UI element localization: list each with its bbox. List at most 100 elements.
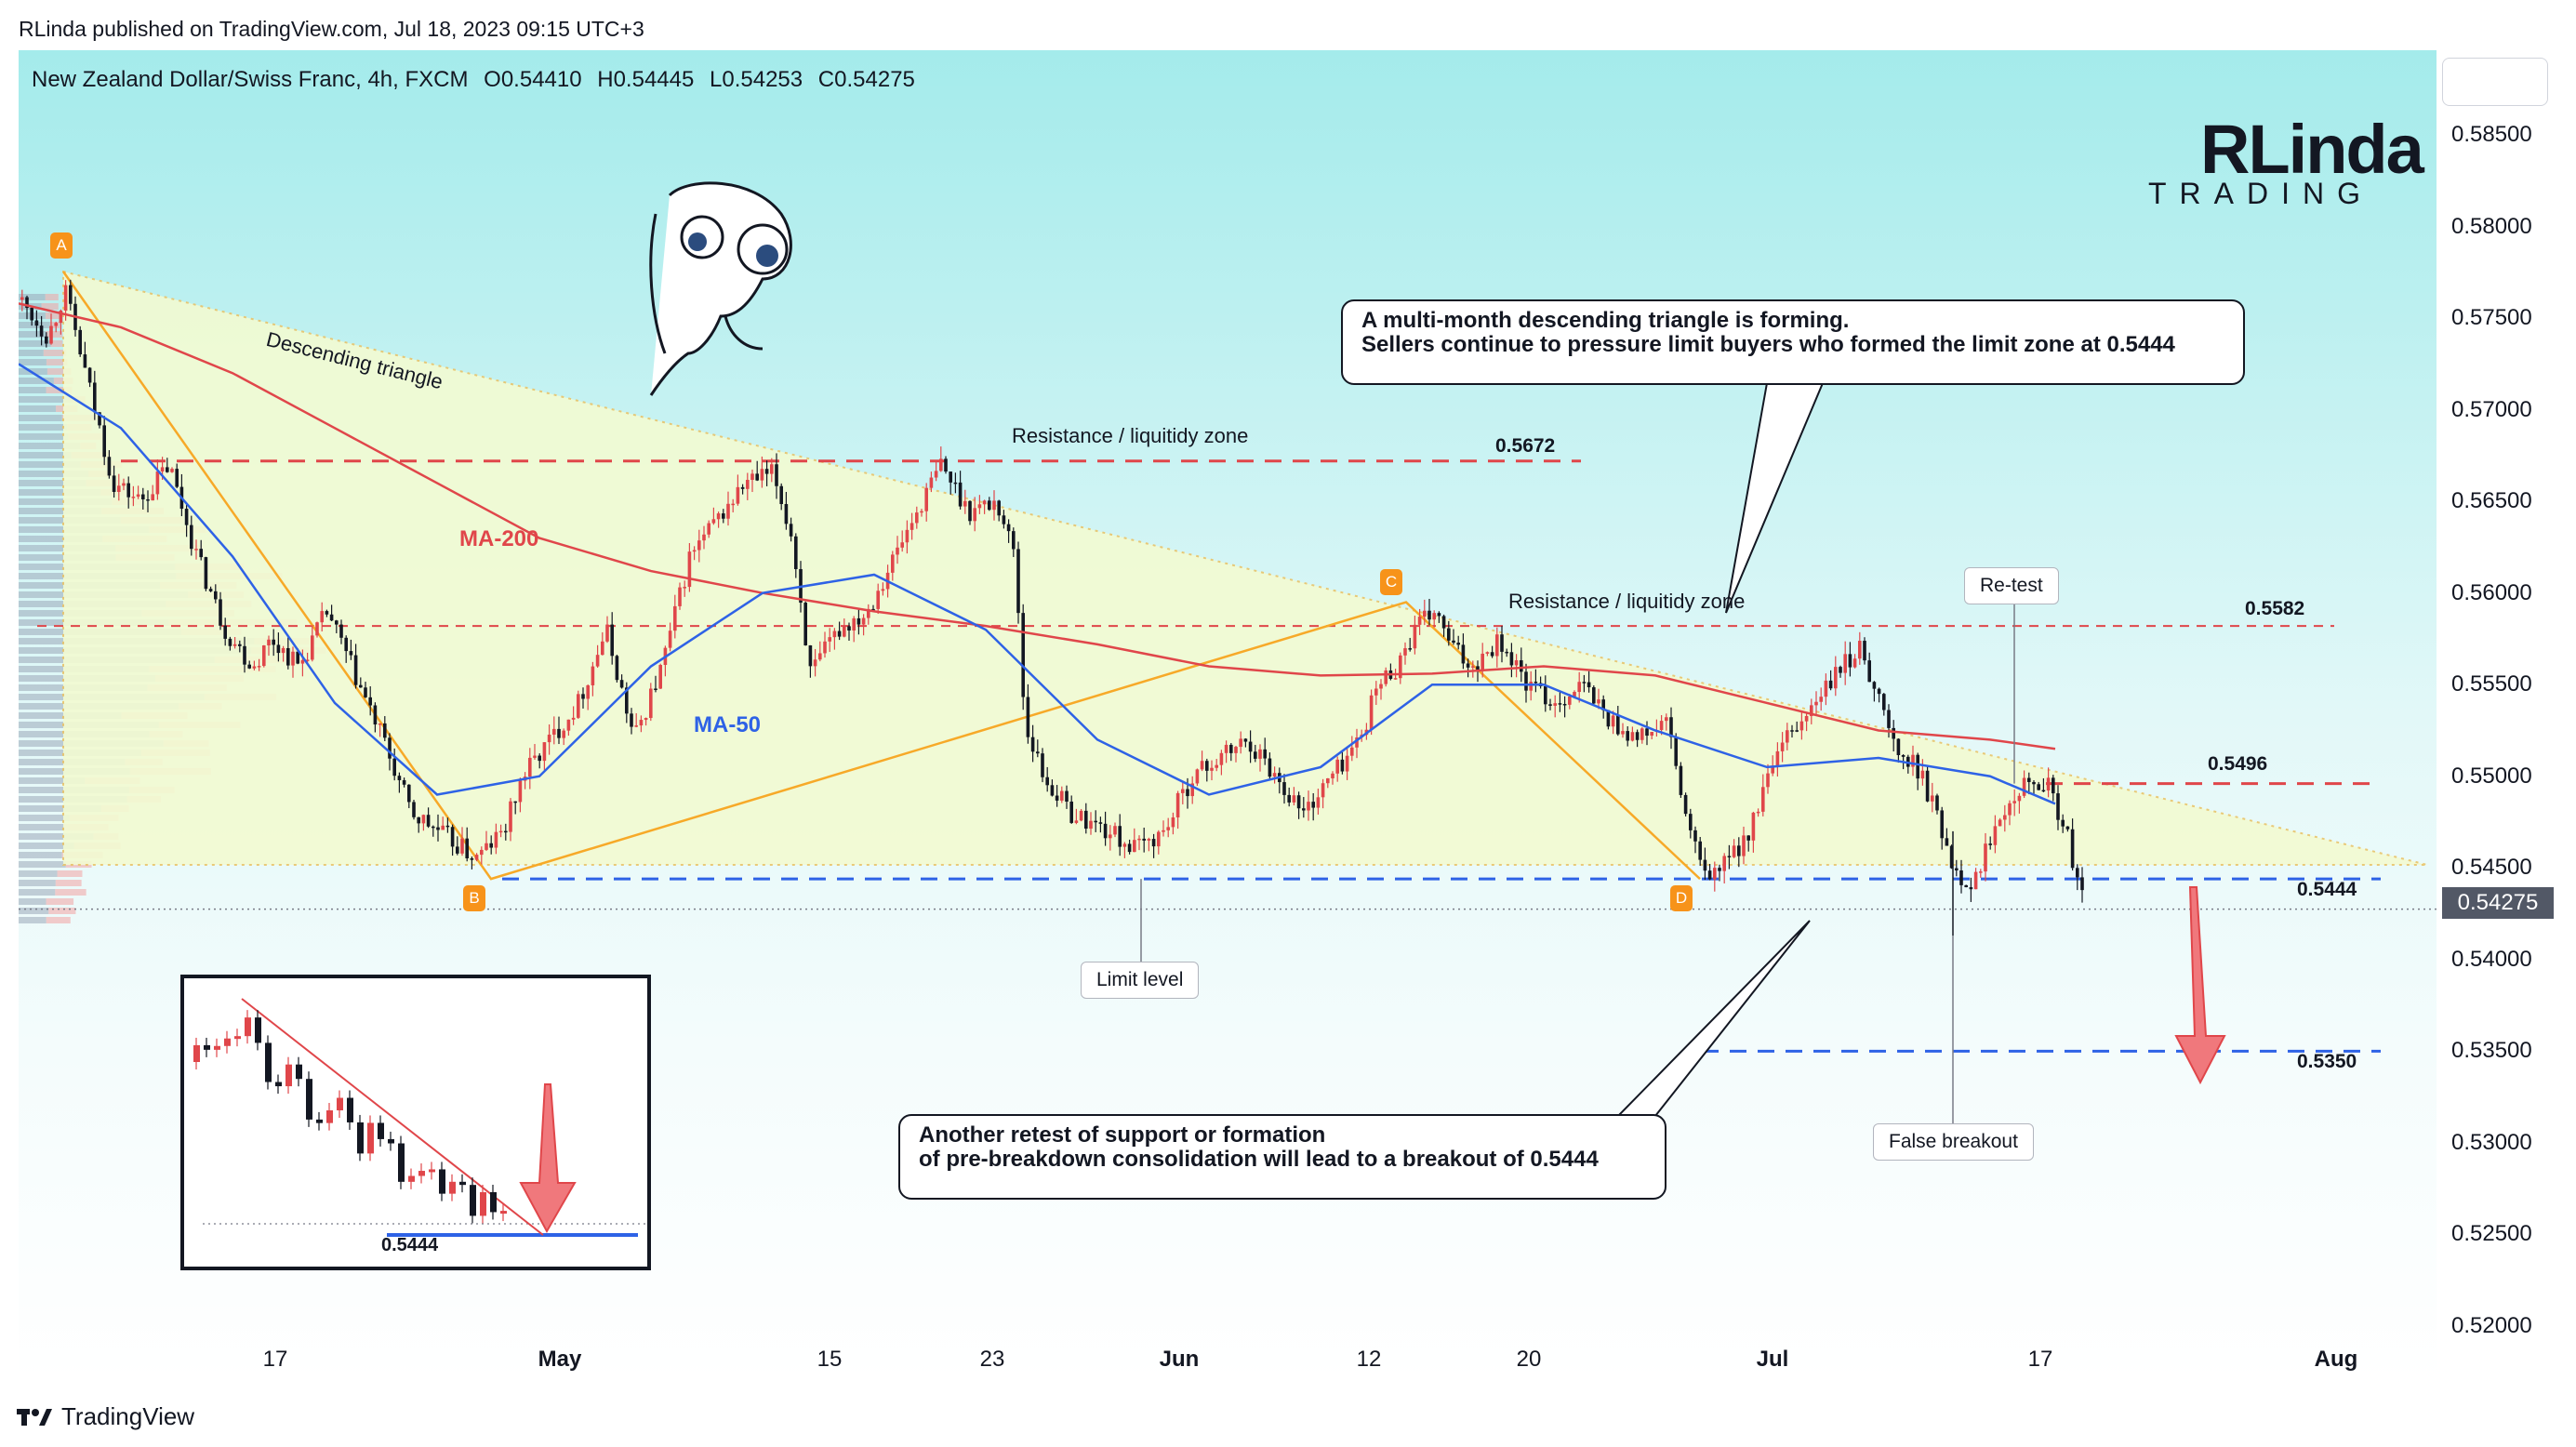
candle-body — [963, 500, 967, 507]
candle-body — [852, 617, 856, 631]
candle-body — [736, 486, 740, 504]
candle-body — [98, 412, 101, 426]
candle-body — [1311, 802, 1315, 808]
candle-body — [1969, 887, 1973, 890]
candle-body — [1340, 759, 1345, 772]
candle-body — [1616, 715, 1620, 735]
candle-body — [141, 494, 145, 499]
candle-body — [1157, 831, 1161, 847]
candle-body — [1133, 840, 1136, 853]
candle-body — [552, 728, 556, 735]
candle-body — [1224, 744, 1228, 753]
candle-body — [929, 477, 934, 488]
candle-body — [470, 857, 474, 860]
time-tick: Jun — [1159, 1347, 1200, 1372]
candle-body — [1520, 660, 1523, 672]
tradingview-footer[interactable]: TradingView — [17, 1402, 194, 1431]
candle-body — [1955, 868, 1959, 871]
candle-body — [1621, 731, 1625, 735]
limit-level-tag: Limit level — [1081, 962, 1200, 999]
candle-body — [83, 354, 87, 368]
time-tick: Jul — [1756, 1347, 1789, 1372]
time-tick: 23 — [979, 1347, 1005, 1372]
candle-body — [1573, 692, 1576, 697]
candle-body — [1679, 765, 1683, 795]
candle-body — [63, 285, 68, 312]
candle-body — [498, 830, 503, 833]
price-tick: 0.58000 — [2451, 213, 2532, 239]
tradingview-logo-icon — [17, 1408, 52, 1426]
candle-body — [1858, 641, 1862, 659]
candle-body — [832, 631, 837, 638]
candle-body — [1500, 634, 1504, 652]
candle-body — [1186, 789, 1189, 797]
candle-body — [436, 827, 440, 830]
candle-body — [2037, 784, 2040, 790]
volume-bar — [19, 443, 81, 449]
candle-body — [45, 336, 48, 344]
price-tick: 0.53000 — [2451, 1129, 2532, 1155]
candle-body — [924, 487, 928, 511]
candle-body — [1790, 730, 1794, 732]
candle-body — [1945, 838, 1949, 846]
candle-body — [1374, 688, 1378, 696]
candle-body — [392, 758, 396, 777]
candle-body — [1335, 759, 1339, 774]
inset-candle-body — [193, 1044, 200, 1062]
open-value: O0.54410 — [484, 67, 582, 92]
candle-body — [1630, 732, 1635, 741]
candle-body — [373, 705, 378, 725]
candle-body — [837, 631, 842, 637]
inset-candle-body — [326, 1109, 333, 1123]
candle-body — [1103, 823, 1108, 839]
candle-body — [1601, 699, 1605, 710]
top-callout: A multi-month descending triangle is for… — [1341, 299, 2245, 385]
candle-body — [1742, 835, 1746, 856]
candle-body — [1326, 777, 1330, 784]
candle-body — [20, 297, 24, 300]
candle-body — [34, 320, 39, 326]
axis-settings-box[interactable] — [2442, 58, 2548, 106]
candle-body — [421, 815, 426, 824]
candle-body — [649, 688, 653, 719]
candle-body — [1872, 682, 1877, 689]
inset-candle-body — [357, 1122, 364, 1154]
candle-body — [155, 471, 160, 495]
candle-body — [359, 684, 363, 688]
candle-body — [1417, 617, 1422, 625]
candle-body — [131, 497, 136, 498]
candle-body — [1659, 721, 1664, 730]
candle-body — [2012, 801, 2016, 803]
price-axis[interactable] — [2437, 50, 2576, 1380]
candle-body — [538, 755, 541, 762]
candle-body — [247, 664, 251, 669]
candle-body — [1689, 814, 1693, 830]
volume-bar — [19, 378, 54, 384]
candle-body — [697, 540, 701, 551]
low-value: L0.54253 — [710, 67, 803, 92]
candle-body — [1587, 682, 1591, 688]
candle-body — [891, 554, 895, 573]
candle-body — [1737, 845, 1741, 856]
volume-bar — [19, 461, 81, 468]
candle-body — [1345, 755, 1349, 772]
candle-body — [1645, 728, 1649, 737]
candle-body — [69, 285, 73, 304]
candle-body — [208, 589, 213, 591]
candle-body — [920, 511, 923, 513]
candle-body — [1441, 616, 1446, 629]
candle-body — [808, 644, 813, 667]
candle-body — [1693, 830, 1697, 842]
volume-bar — [19, 777, 86, 784]
candle-body — [1045, 777, 1049, 786]
volume-bar — [19, 480, 86, 486]
candle-body — [619, 680, 624, 688]
candle-body — [716, 513, 721, 520]
candle-body — [992, 500, 996, 511]
candle-body — [1243, 738, 1248, 742]
candle-body — [1006, 524, 1011, 532]
volume-bar — [19, 833, 94, 840]
candle-body — [364, 687, 367, 697]
inset-candle-body — [316, 1119, 323, 1123]
candle-body — [1920, 770, 1925, 779]
